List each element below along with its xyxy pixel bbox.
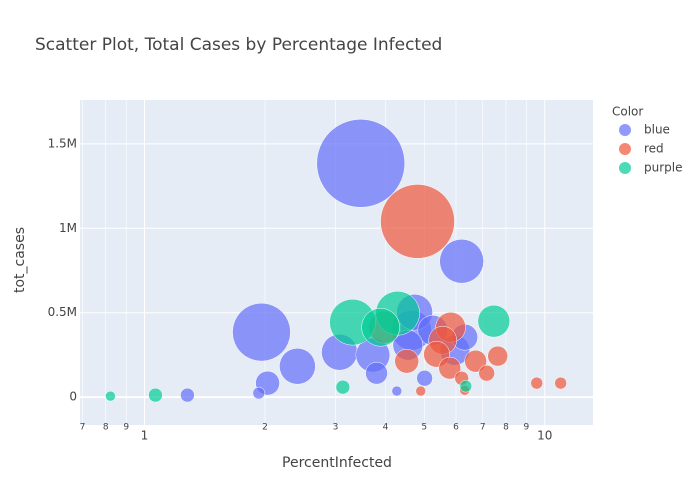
- bubble: [459, 379, 473, 393]
- x-tick-label: 10: [537, 429, 552, 443]
- bubble: [478, 364, 495, 382]
- x-tick-label: 7: [480, 423, 486, 433]
- legend-title: Color: [612, 105, 643, 119]
- y-tick-label: 1.5M: [48, 136, 77, 150]
- legend-label: red: [644, 142, 664, 156]
- bubble: [279, 347, 316, 385]
- bubble: [252, 386, 266, 400]
- x-tick-label: 6: [453, 423, 459, 433]
- bubble: [530, 376, 543, 390]
- bubble: [439, 238, 484, 284]
- legend-label: purple: [644, 161, 683, 175]
- bubble: [415, 385, 426, 397]
- x-tick-label: 7: [80, 423, 86, 433]
- bubble: [316, 119, 406, 208]
- bubble: [180, 387, 195, 403]
- bubble: [232, 302, 291, 362]
- bubble: [105, 390, 116, 402]
- legend-marker: [619, 124, 631, 136]
- legend-label: blue: [644, 123, 670, 137]
- y-tick-label: 0.5M: [48, 305, 77, 319]
- x-tick-label: 8: [103, 423, 109, 433]
- chart-title: Scatter Plot, Total Cases by Percentage …: [35, 35, 442, 55]
- x-tick-label: 3: [333, 423, 339, 433]
- x-tick-label: 2: [262, 423, 268, 433]
- bubble: [554, 376, 567, 390]
- x-tick-label: 8: [503, 423, 509, 433]
- bubble: [361, 307, 400, 347]
- bubble: [416, 369, 433, 387]
- y-tick-label: 1M: [59, 221, 77, 235]
- marks: [105, 119, 567, 403]
- bubble: [365, 361, 388, 385]
- x-tick-label: 5: [421, 423, 427, 433]
- bubble: [148, 387, 163, 403]
- x-tick-label: 1: [141, 429, 149, 443]
- bubble: [464, 349, 487, 373]
- bubble: [438, 356, 462, 380]
- bubble: [477, 304, 511, 338]
- x-tick-label: 9: [524, 423, 530, 433]
- legend-marker: [619, 162, 631, 174]
- bubble: [335, 379, 351, 395]
- bubble: [380, 184, 455, 259]
- bubble: [487, 345, 508, 367]
- x-axis-title: PercentInfected: [282, 455, 392, 471]
- bubble: [394, 348, 419, 374]
- y-tick-label: 0: [69, 390, 77, 404]
- bubble: [391, 385, 403, 397]
- legend-marker: [619, 143, 631, 155]
- x-tick-label: 4: [383, 423, 389, 433]
- y-axis-title: tot_cases: [12, 227, 28, 293]
- labels: 7 8 9 1 2 3 4 5 6 7 8 9 10 0 0.5M 1M 1.5M blue red purple: [48, 123, 683, 443]
- x-tick-label: 9: [123, 423, 129, 433]
